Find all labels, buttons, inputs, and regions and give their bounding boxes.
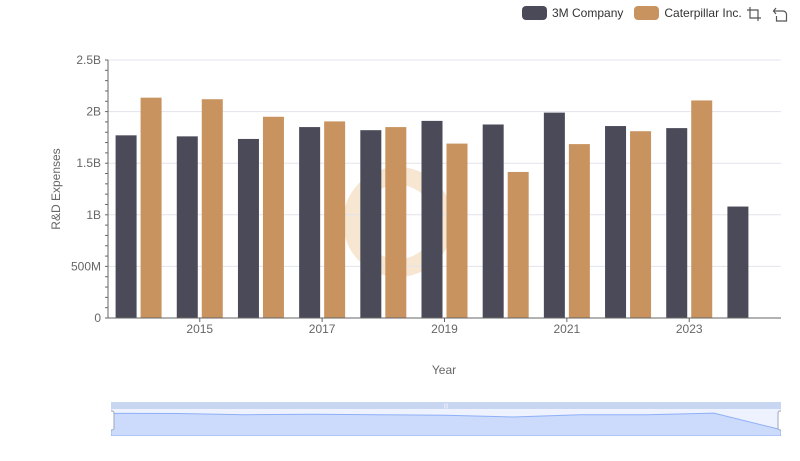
bar-caterpillar-2019[interactable] (446, 143, 468, 318)
x-tick-label: 2021 (554, 322, 581, 336)
y-tick-label: 1.5B (76, 156, 101, 170)
legend-label-3m: 3M Company (552, 6, 624, 20)
bar-caterpillar-2014[interactable] (140, 97, 162, 318)
legend-label-caterpillar: Caterpillar Inc. (664, 6, 742, 20)
legend: 3M Company Caterpillar Inc. (522, 4, 753, 22)
y-tick-label: 2.5B (76, 53, 101, 67)
bar-caterpillar-2022[interactable] (630, 131, 652, 318)
bar-3m-2016[interactable] (237, 138, 259, 318)
bar-3m-2024[interactable] (727, 206, 749, 318)
y-tick-label: 500M (71, 259, 101, 273)
zoom-reset-icon[interactable] (772, 6, 788, 22)
bar-3m-2015[interactable] (176, 136, 198, 318)
toolbox (746, 6, 798, 22)
zoom-select-icon[interactable] (746, 6, 762, 22)
zoom-top-bar[interactable] (111, 402, 781, 409)
y-tick-label: 2B (86, 105, 101, 119)
bar-caterpillar-2021[interactable] (568, 144, 590, 318)
bar-caterpillar-2023[interactable] (691, 100, 713, 318)
y-axis-title: R&D Expenses (49, 148, 63, 230)
zoom-preview-area (111, 412, 781, 436)
bar-caterpillar-2017[interactable] (324, 121, 346, 319)
x-axis-title: Year (431, 363, 457, 377)
axes: 0 500M 1B 1.5B 2B 2.5B 2015 2017 2019 2021 2023 (71, 53, 781, 336)
y-tick-label: 1B (86, 208, 101, 222)
bar-3m-2022[interactable] (605, 126, 627, 318)
zoom-handle-right[interactable] (777, 410, 781, 431)
bar-caterpillar-2015[interactable] (201, 99, 223, 318)
bar-3m-2020[interactable] (482, 124, 504, 319)
data-zoom-slider[interactable]: ||| (111, 402, 781, 436)
x-tick-label: 2023 (676, 322, 703, 336)
y-tick-label: 0 (94, 311, 101, 325)
bar-caterpillar-2016[interactable] (262, 116, 284, 318)
x-tick-label: 2017 (309, 322, 336, 336)
x-tick-label: 2019 (431, 322, 458, 336)
legend-item-caterpillar[interactable]: Caterpillar Inc. (634, 6, 742, 20)
zoom-handle-left[interactable] (111, 410, 115, 431)
bar-3m-2018[interactable] (360, 130, 382, 318)
bar-3m-2023[interactable] (666, 128, 688, 318)
bar-3m-2021[interactable] (543, 112, 565, 319)
zoom-grip-icon: ||| (444, 404, 448, 410)
legend-swatch-3m (522, 6, 547, 20)
legend-item-3m[interactable]: 3M Company (522, 6, 623, 20)
bar-caterpillar-2018[interactable] (385, 127, 407, 318)
bar-3m-2017[interactable] (299, 127, 321, 318)
bar-3m-2019[interactable] (421, 120, 443, 318)
bar-3m-2014[interactable] (115, 135, 137, 318)
legend-swatch-caterpillar (634, 6, 660, 20)
bar-caterpillar-2020[interactable] (507, 171, 529, 318)
x-tick-label: 2015 (186, 322, 213, 336)
bar-series (115, 97, 749, 319)
